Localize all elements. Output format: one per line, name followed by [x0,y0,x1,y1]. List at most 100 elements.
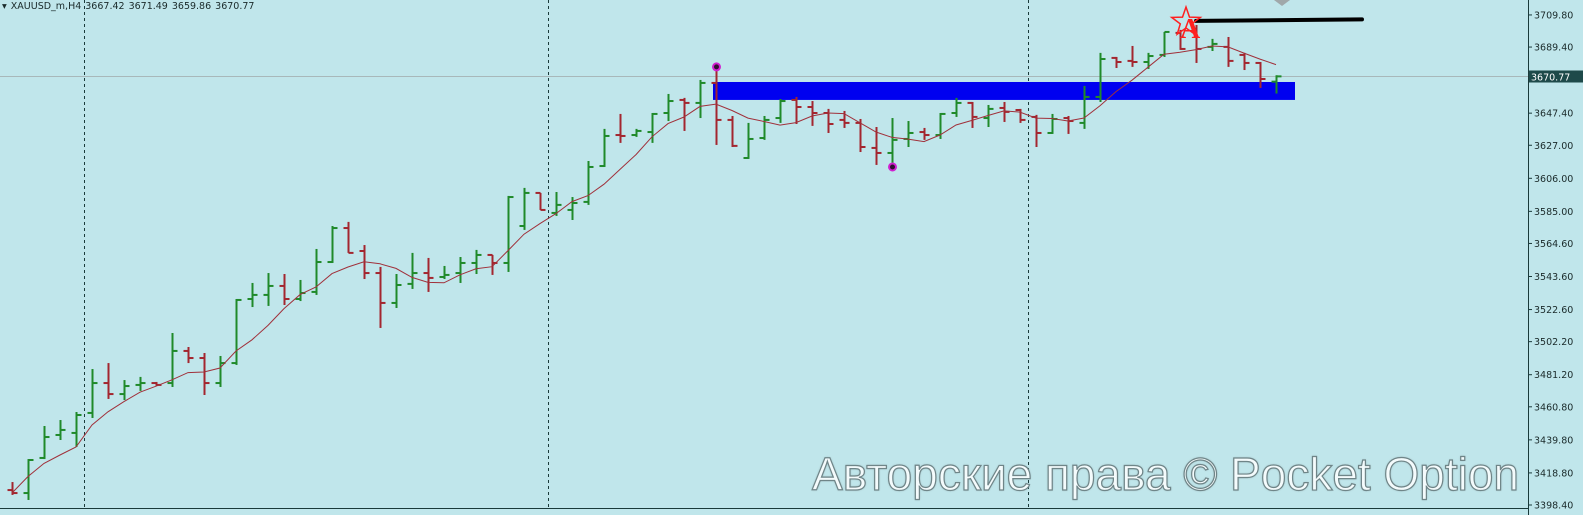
ohlc-bar [807,101,818,126]
high-value: 3671.49 [128,1,168,12]
moving-average-line [11,45,1277,494]
y-tick-label: 3398.40 [1534,501,1573,512]
ohlc-bar [1255,61,1266,88]
ohlc-bar [71,412,82,447]
ohlc-bar [951,97,962,117]
y-tick-label: 3418.80 [1534,468,1573,479]
ohlc-bar [455,256,466,283]
ohlc-bar [87,369,98,418]
star-label: A [1180,14,1201,45]
ohlc-bar [983,104,994,127]
symbol-label: XAUUSD_m,H4 [10,1,82,12]
ohlc-bar [519,187,530,230]
ohlc-bar [695,79,706,119]
ohlc-bar [903,121,914,147]
ohlc-bar [487,253,498,275]
ohlc-bar [647,112,658,143]
ohlc-bar [551,191,562,216]
ohlc-bar [967,101,978,128]
y-tick-label: 3460.80 [1534,402,1573,413]
ohlc-bar [823,108,834,133]
ohlc-bar [343,221,354,254]
current-price-badge [1529,70,1583,83]
ohlc-bar [759,115,770,140]
trendline [1194,17,1364,23]
ohlc-bar [615,113,626,143]
swing-low-marker [888,162,897,172]
ohlc-bar [1079,85,1090,129]
ohlc-bar [55,420,66,441]
ohlc-bar [199,352,210,396]
ohlc-bar [407,252,418,289]
y-tick-label: 3627.00 [1534,141,1573,152]
ohlc-bar [135,376,146,391]
y-tick-label: 3606.00 [1534,174,1573,185]
swing-high-marker [712,62,721,72]
ohlc-bar [23,459,34,500]
ohlc-bar [791,96,802,125]
ohlc-bar [1031,114,1042,147]
chart-header: ▾ XAUUSD_m,H4 3667.42 3671.49 3659.86 3670.77 [2,1,258,12]
current-price-label: 3670.77 [1531,73,1570,84]
ohlc-bar [231,298,242,365]
ohlc-bar [471,249,482,274]
ohlc-bar [583,160,594,205]
ohlc-bar [503,195,514,272]
ohlc-bar [1239,52,1250,71]
star-icon [1169,4,1203,36]
ohlc-bar [391,273,402,308]
ohlc-bar [1207,38,1218,51]
ohlc-bar [327,225,338,264]
ohlc-bar [1015,108,1026,123]
y-tick-label: 3543.60 [1534,272,1573,283]
y-tick-label: 3689.40 [1534,43,1573,54]
watermark: Авторские права © Pocket Option [811,447,1519,500]
ohlc-bar [439,265,450,280]
ohlc-bar [1095,52,1106,102]
ohlc-bar [775,98,786,123]
y-tick-label: 3481.20 [1534,370,1573,381]
triangle-marker-icon [1274,0,1290,6]
ohlc-bar [1271,75,1282,94]
ohlc-bar [295,279,306,302]
y-tick-label: 3585.00 [1534,207,1573,218]
close-value: 3670.77 [215,1,255,12]
ohlc-bar [1223,36,1234,67]
ohlc-bar [1111,56,1122,68]
ohlc-bar [1063,115,1074,134]
y-tick-label: 3522.60 [1534,305,1573,316]
ohlc-bar [567,197,578,221]
ohlc-bar [279,273,290,305]
ohlc-bar [1047,113,1058,134]
y-tick-label: 3647.40 [1534,109,1573,120]
ohlc-bar [151,381,162,387]
ohlc-bar [887,118,898,167]
ohlc-bar [679,97,690,131]
ohlc-bar [119,380,130,401]
ohlc-bar [167,333,178,387]
ohlc-bar [263,273,274,306]
ohlc-bar [631,128,642,137]
ohlc-bar [999,101,1010,122]
y-tick-label: 3564.60 [1534,239,1573,250]
triangle-down-icon[interactable]: ▾ [2,1,7,12]
ohlc-bar [711,66,722,145]
ohlc-bar [247,282,258,308]
y-tick-label: 3439.80 [1534,435,1573,446]
ohlc-bar [871,127,882,165]
ohlc-bar [919,127,930,140]
supply-zone-rectangle [713,81,1295,100]
ohlc-bar [855,118,866,153]
ohlc-bar [423,257,434,292]
ohlc-bar [535,191,546,211]
ohlc-bar [103,363,114,399]
ohlc-bar [39,426,50,460]
ohlc-bar [743,122,754,160]
ohlc-bar [663,93,674,122]
ohlc-bar [215,355,226,387]
ohlc-bar [1127,45,1138,67]
ohlc-bar [311,248,322,295]
ohlc-bar [599,128,610,168]
ohlc-bar [375,266,386,328]
